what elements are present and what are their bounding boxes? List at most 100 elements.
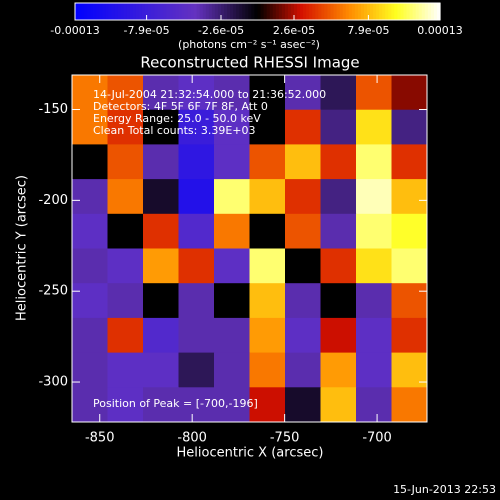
colorbar-segment — [254, 3, 259, 20]
colorbar-segment — [379, 3, 383, 20]
colorbar-segment — [418, 3, 423, 20]
colorbar-tick-label: 0.00013 — [417, 24, 463, 37]
timestamp: 15-Jun-2013 22:53 — [393, 483, 496, 496]
colorbar-segment — [363, 3, 368, 20]
colorbar-segment — [181, 3, 186, 20]
colorbar-segment — [230, 3, 234, 20]
colorbar-segment — [151, 3, 155, 20]
colorbar-segment — [166, 3, 170, 20]
heatmap-cell — [391, 317, 428, 354]
colorbar-segment — [421, 3, 426, 20]
colorbar-segment — [175, 3, 180, 20]
heatmap-cell — [107, 144, 144, 180]
heatmap-cell — [143, 387, 179, 423]
colorbar-segment — [345, 3, 350, 20]
heatmap-cell — [285, 179, 321, 215]
colorbar-segment — [309, 3, 313, 20]
colorbar-segment — [297, 3, 301, 20]
heatmap-cell — [178, 144, 215, 180]
heatmap-cell — [107, 75, 144, 111]
colorbar-segment — [394, 3, 399, 20]
heatmap-cell — [285, 248, 321, 284]
colorbar-segment — [433, 3, 438, 20]
heatmap-cell — [249, 109, 286, 145]
plot-frame — [71, 74, 428, 423]
y-tick-label: -250 — [38, 284, 68, 299]
colorbar-segment — [269, 3, 274, 20]
x-tick-label: -750 — [270, 431, 300, 446]
colorbar-segment — [409, 3, 414, 20]
heatmap-cell — [320, 109, 357, 145]
heatmap-cell — [356, 317, 392, 354]
heatmap-cell — [214, 387, 250, 423]
heatmap-cell — [249, 75, 286, 111]
heatmap-cell — [249, 352, 286, 388]
colorbar-segment — [111, 3, 116, 20]
heatmap-cell — [285, 109, 321, 145]
colorbar-segment — [300, 3, 304, 20]
colorbar-segment — [169, 3, 173, 20]
heatmap-cell — [320, 144, 357, 180]
colorbar-segment — [400, 3, 405, 20]
colorbar-segment — [385, 3, 389, 20]
colorbar-segment — [87, 3, 91, 20]
colorbar-segment — [333, 3, 338, 20]
heatmap-cell — [178, 75, 215, 111]
colorbar-segment — [108, 3, 113, 20]
colorbar-segment — [436, 3, 441, 20]
heatmap-cell — [214, 352, 250, 388]
colorbar-segment — [373, 3, 377, 20]
colorbar-segment — [233, 3, 237, 20]
colorbar-segment — [397, 3, 402, 20]
colorbar-segment — [318, 3, 322, 20]
heatmap-cell — [143, 317, 179, 354]
colorbar-segment — [376, 3, 380, 20]
heatmap-cell — [72, 248, 108, 284]
heatmap-cell — [143, 144, 179, 180]
colorbar-segment — [205, 3, 210, 20]
heatmap-cell — [178, 387, 215, 423]
colorbar-segment — [144, 3, 149, 20]
colorbar-segment — [382, 3, 386, 20]
colorbar-segment — [424, 3, 429, 20]
colorbar-segment — [221, 3, 225, 20]
colorbar-segment — [199, 3, 204, 20]
heatmap-cell — [285, 144, 321, 180]
colorbar-segment — [211, 3, 216, 20]
colorbar-segment — [427, 3, 432, 20]
colorbar-segment — [236, 3, 240, 20]
colorbar-segment — [278, 3, 283, 20]
colorbar-segment — [187, 3, 192, 20]
colorbar-segment — [193, 3, 198, 20]
heatmap-cell — [285, 213, 321, 249]
colorbar-segment — [148, 3, 152, 20]
colorbar-segment — [178, 3, 183, 20]
colorbar-segment — [360, 3, 365, 20]
heatmap-cell — [214, 213, 250, 249]
heatmap-cell — [249, 317, 286, 354]
heatmap-cell — [214, 109, 250, 145]
heatmap-cell — [143, 213, 179, 249]
heatmap-cell — [391, 144, 428, 180]
heatmap-cell — [356, 75, 392, 111]
colorbar-segment — [114, 3, 119, 20]
heatmap-cell — [143, 352, 179, 388]
colorbar-segment — [324, 3, 329, 20]
colorbar-segment — [281, 3, 286, 20]
colorbar-segment — [141, 3, 146, 20]
heatmap-cell — [285, 75, 321, 111]
heatmap-cell — [178, 352, 215, 388]
x-axis-label: Heliocentric X (arcsec) — [177, 446, 324, 461]
colorbar-segment — [430, 3, 435, 20]
colorbar-tick-label: 7.9e-05 — [347, 24, 389, 37]
heatmap-cell — [249, 387, 286, 423]
x-tick-label: -800 — [177, 431, 207, 446]
heatmap-cell — [72, 109, 108, 145]
colorbar-segment — [412, 3, 417, 20]
heatmap-cell — [178, 109, 215, 145]
colorbar-segment — [294, 3, 298, 20]
colorbar-segment — [354, 3, 359, 20]
colorbar-segment — [129, 3, 134, 20]
heatmap-cell — [320, 179, 357, 215]
colorbar-segment — [257, 3, 262, 20]
